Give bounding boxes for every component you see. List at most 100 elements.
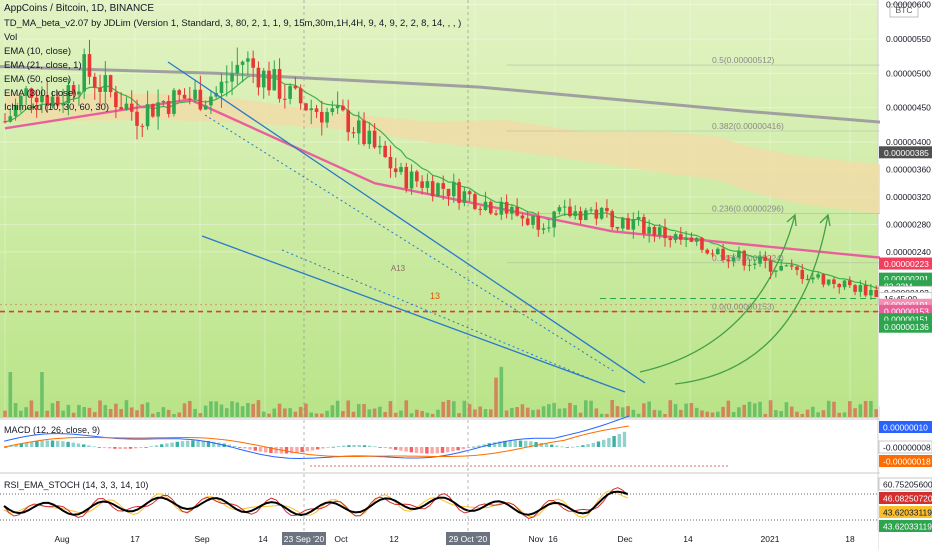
candle (584, 210, 588, 221)
candle (731, 257, 736, 262)
candle (562, 206, 567, 208)
volume-bar (752, 403, 757, 417)
indicator-ema300[interactable]: EMA (300, close) (4, 88, 77, 99)
volume-bar (594, 408, 599, 417)
candle (520, 215, 525, 219)
volume-bar (848, 401, 852, 417)
candle (541, 228, 546, 230)
indicator-ema21[interactable]: EMA (21, close, 1) (4, 60, 82, 71)
indicator-td-ma[interactable]: TD_MA_beta_v2.07 by JDLim (Version 1, St… (4, 18, 462, 29)
volume-bar (34, 411, 39, 417)
volume-bar (620, 407, 625, 417)
volume-bar (8, 372, 13, 417)
volume-bar (462, 400, 467, 417)
macd-histogram-bar (24, 442, 29, 447)
macd-histogram-bar (503, 440, 507, 447)
volume-bar (452, 401, 456, 417)
candle (19, 95, 23, 105)
rsi-badge (878, 477, 932, 491)
macd-pane-background (0, 420, 878, 472)
volume-bar (108, 408, 113, 417)
candle (119, 107, 123, 110)
candle (441, 183, 446, 189)
volume-bar (45, 410, 50, 417)
macd-histogram-bar (555, 445, 559, 447)
volume-bar (367, 409, 372, 417)
volume-bar (140, 404, 145, 417)
indicator-ema10[interactable]: EMA (10, close) (4, 46, 72, 57)
volume-bar (673, 404, 678, 417)
volume-bar (19, 410, 23, 417)
volume-bar (784, 402, 789, 417)
volume-bar (203, 405, 208, 417)
candle (673, 234, 678, 241)
volume-bar (209, 401, 213, 417)
candle (858, 285, 863, 292)
candle (784, 265, 789, 267)
volume-bar (356, 404, 361, 417)
volume-bar (314, 413, 319, 417)
volume-bar (71, 412, 76, 417)
macd-histogram-bar (570, 446, 575, 448)
candle (668, 238, 673, 241)
indicator-vol[interactable]: Vol (4, 32, 18, 43)
wedge-lower-line[interactable] (201, 235, 626, 393)
volume-bar (467, 404, 472, 417)
volume-bar (129, 407, 134, 417)
wedge-upper-line[interactable] (167, 61, 646, 384)
ema10-line (4, 74, 932, 294)
volume-bar (747, 401, 752, 417)
candle (594, 209, 599, 219)
macd-histogram-bar (524, 440, 528, 447)
volume-bar (642, 403, 646, 417)
time-tick-label: 2021 (761, 534, 780, 544)
macd-title: MACD (12, 26, close, 9) (4, 425, 100, 435)
candle (848, 280, 852, 286)
candle (24, 88, 28, 96)
volume-bar (261, 411, 266, 417)
volume-bar (731, 411, 736, 417)
volume-bar (335, 400, 340, 417)
macd-histogram-bar (134, 447, 138, 449)
candle (399, 166, 403, 173)
time-tick-label: 16 (548, 534, 558, 544)
volume-bar (341, 411, 345, 417)
rsi-badge (879, 520, 932, 532)
indicator-ichimoku[interactable]: Ichimoku (10, 30, 60, 30) (4, 102, 110, 113)
macd-histogram-bar (602, 439, 606, 447)
candle (351, 132, 356, 134)
volume-bar (657, 410, 662, 417)
price-tick-label: 0.00000550 (886, 34, 931, 44)
macd-histogram-bar (508, 440, 512, 447)
volume-bar (293, 411, 298, 417)
macd-histogram-bar (45, 440, 49, 447)
volume-bar (478, 406, 482, 417)
volume-bar (288, 408, 292, 417)
macd-histogram-bar (295, 447, 299, 453)
volume-bar (404, 400, 409, 417)
candle (66, 85, 71, 104)
macd-histogram-bar (378, 447, 382, 448)
candle (467, 191, 472, 195)
candle (325, 112, 329, 123)
candle (752, 263, 757, 265)
indicator-ema50[interactable]: EMA (50, close) (4, 74, 72, 85)
price-tick-label: 0.00000360 (886, 164, 931, 174)
macd-histogram-bar (128, 447, 133, 449)
macd-histogram-bar (305, 447, 309, 452)
macd-histogram-bar (149, 446, 153, 447)
rsi-badge (879, 492, 932, 504)
volume-bar (256, 400, 261, 417)
time-crosshair-badge (446, 532, 490, 545)
time-crosshair-label: 29 Oct '20 (449, 534, 488, 544)
candle (409, 171, 414, 189)
candle (721, 248, 725, 260)
volume-bar (832, 401, 836, 417)
candle (71, 85, 76, 95)
volume-bar (420, 410, 424, 417)
candle (330, 108, 335, 113)
time-tick-label: Aug (54, 534, 69, 544)
macd-histogram-bar (154, 445, 159, 447)
candle (789, 265, 794, 267)
